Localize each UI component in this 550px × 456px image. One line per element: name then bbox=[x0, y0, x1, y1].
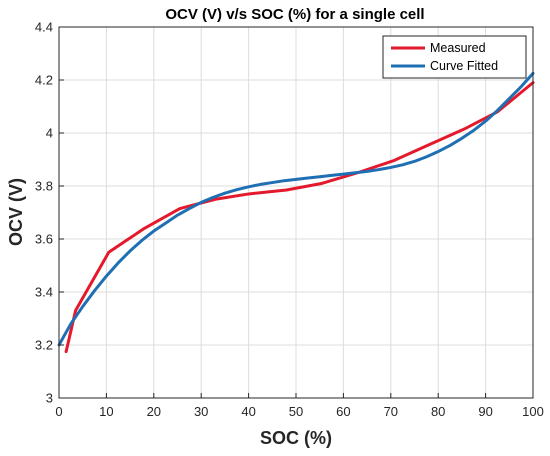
legend-label-measured: Measured bbox=[430, 41, 486, 55]
chart-title: OCV (V) v/s SOC (%) for a single cell bbox=[165, 6, 424, 23]
x-axis-title: SOC (%) bbox=[260, 428, 332, 448]
legend-box bbox=[382, 35, 527, 79]
series-line-measured bbox=[64, 81, 535, 354]
x-tick-label: 50 bbox=[289, 404, 303, 419]
y-tick-label: 3.8 bbox=[35, 179, 53, 194]
y-tick-label: 3 bbox=[46, 391, 53, 406]
y-tick-label: 4.4 bbox=[35, 20, 53, 35]
x-tick-label: 0 bbox=[55, 404, 62, 419]
y-tick-label: 4 bbox=[46, 126, 53, 141]
x-tick-label: 70 bbox=[384, 404, 398, 419]
x-tick-label: 90 bbox=[478, 404, 492, 419]
x-tick-label: 20 bbox=[147, 404, 161, 419]
y-tick-label: 4.2 bbox=[35, 73, 53, 88]
x-tick-label: 100 bbox=[522, 404, 544, 419]
legend: Measured Curve Fitted bbox=[382, 35, 527, 79]
series-lines bbox=[57, 71, 535, 354]
x-tick-label: 10 bbox=[99, 404, 113, 419]
x-tick-label: 80 bbox=[431, 404, 445, 419]
y-tick-label: 3.6 bbox=[35, 232, 53, 247]
series-line-curve-fitted bbox=[57, 71, 535, 347]
y-tick-label: 3.2 bbox=[35, 338, 53, 353]
x-tick-label: 40 bbox=[241, 404, 255, 419]
y-axis-title: OCV (V) bbox=[6, 178, 26, 246]
y-tick-label: 3.4 bbox=[35, 285, 53, 300]
x-tick-label: 30 bbox=[194, 404, 208, 419]
legend-label-curve-fitted: Curve Fitted bbox=[430, 59, 498, 73]
x-tick-label: 60 bbox=[336, 404, 350, 419]
tick-labels: 0 10 20 30 40 50 60 70 80 90 100 3 3.2 3.4 3.6 3.8 4 4.2 4… bbox=[35, 20, 544, 420]
